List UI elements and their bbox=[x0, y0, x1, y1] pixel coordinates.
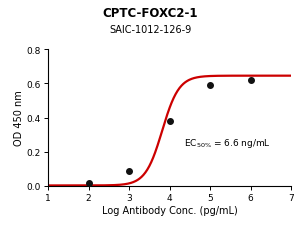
X-axis label: Log Antibody Conc. (pg/mL): Log Antibody Conc. (pg/mL) bbox=[102, 205, 237, 215]
Text: SAIC-1012-126-9: SAIC-1012-126-9 bbox=[109, 25, 191, 35]
Text: CPTC-FOXC2-1: CPTC-FOXC2-1 bbox=[102, 7, 198, 20]
Text: EC$_{50\%}$ = 6.6 ng/mL: EC$_{50\%}$ = 6.6 ng/mL bbox=[184, 136, 271, 149]
Y-axis label: OD 450 nm: OD 450 nm bbox=[14, 90, 24, 146]
